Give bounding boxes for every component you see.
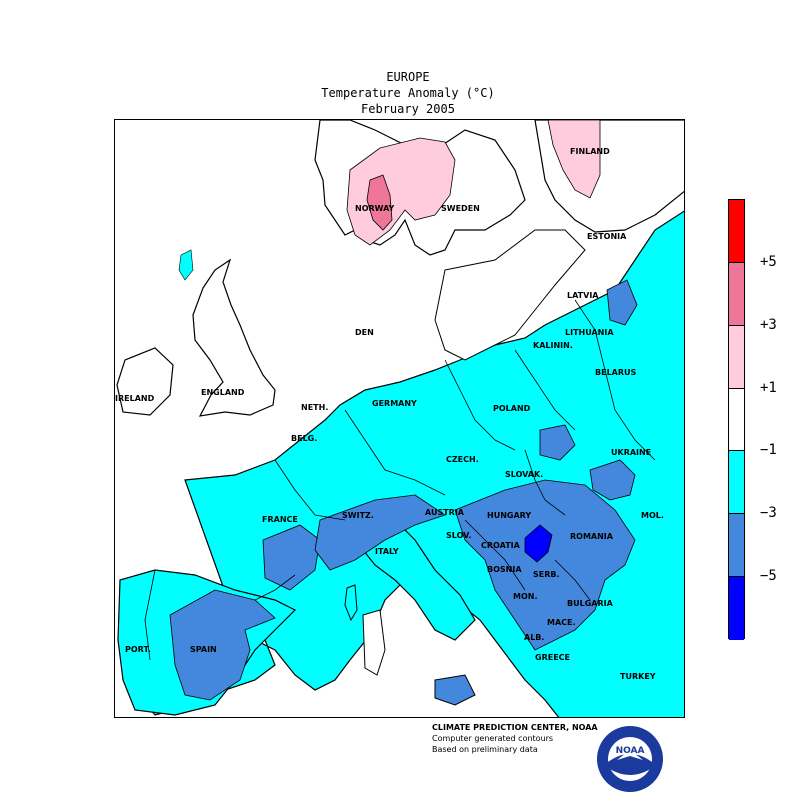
cold-anomaly-slovakia — [539, 424, 576, 461]
map-canvas: NORWAY SWEDEN FINLAND ESTONIA LATVIA LIT… — [115, 120, 684, 717]
noaa-logo-icon: NOAA — [597, 726, 663, 792]
cold-anomaly-italy — [314, 494, 446, 571]
land-sicily — [434, 674, 476, 706]
legend-swatch — [729, 514, 744, 578]
label-hungary: HUNGARY — [487, 511, 531, 520]
label-montenegro: MON. — [513, 592, 538, 601]
label-ukraine: UKRAINE — [611, 448, 651, 457]
cold-anomaly-latvia — [606, 279, 638, 326]
label-portugal: PORT. — [125, 645, 151, 654]
cold-anomaly-ukraine — [589, 459, 636, 501]
cold-anomaly-balkans — [454, 479, 636, 651]
sea-baltic — [434, 229, 586, 361]
legend-swatch — [729, 325, 744, 389]
legend-label: −3 — [760, 505, 777, 522]
map-period-title: February 2005 — [361, 102, 455, 116]
land-corsica — [344, 584, 358, 622]
label-austria: AUSTRIA — [425, 508, 465, 517]
label-belarus: BELARUS — [595, 368, 637, 377]
label-lithuania: LITHUANIA — [565, 328, 614, 337]
land-ireland — [116, 347, 174, 416]
label-slovenia: SLOV. — [446, 531, 471, 540]
warm-anomaly-norway-core — [366, 174, 393, 231]
warm-anomaly-finland — [547, 120, 601, 199]
legend-swatch — [729, 388, 744, 452]
label-serbia: SERB. — [533, 570, 560, 579]
label-norway: NORWAY — [355, 204, 395, 213]
label-croatia: CROATIA — [481, 541, 521, 550]
land-britain — [192, 258, 276, 417]
label-macedonia: MACE. — [547, 618, 576, 627]
label-denmark: DEN — [355, 328, 374, 337]
credit-note: Based on preliminary data — [432, 745, 538, 754]
label-france: FRANCE — [262, 515, 298, 524]
map-region-title: EUROPE — [386, 70, 430, 84]
label-sweden: SWEDEN — [441, 204, 480, 213]
legend-swatch — [729, 577, 744, 640]
legend-label: −1 — [760, 442, 777, 459]
label-italy: ITALY — [375, 547, 399, 556]
legend-label: +3 — [760, 316, 777, 333]
legend-label: +1 — [760, 379, 777, 396]
cold-anomaly-spain — [169, 589, 276, 701]
label-england: ENGLAND — [201, 388, 245, 397]
credit-source: CLIMATE PREDICTION CENTER, NOAA — [432, 723, 598, 732]
national-borders — [144, 299, 656, 661]
label-bosnia: BOSNIA — [487, 565, 522, 574]
label-kaliningrad: KALININ. — [533, 341, 573, 350]
label-romania: ROMANIA — [570, 532, 614, 541]
legend-swatch — [729, 200, 744, 263]
cold-patch-scotland — [178, 249, 194, 281]
label-estonia: ESTONIA — [587, 232, 627, 241]
land-sardinia — [362, 609, 386, 676]
label-turkey: TURKEY — [620, 672, 656, 681]
land-italy — [354, 519, 476, 641]
label-switzerland: SWITZ. — [342, 511, 374, 520]
label-poland: POLAND — [493, 404, 531, 413]
label-slovakia: SLOVAK. — [505, 470, 543, 479]
map-variable-title: Temperature Anomaly (°C) — [321, 86, 495, 100]
credit-method: Computer generated contours — [432, 734, 554, 743]
legend-swatch — [729, 262, 744, 326]
label-spain: SPAIN — [190, 645, 217, 654]
legend-swatch — [729, 451, 744, 515]
cold-anomaly-france — [262, 524, 321, 591]
label-bulgaria: BULGARIA — [567, 599, 614, 608]
legend-label: +5 — [760, 253, 777, 270]
label-germany: GERMANY — [372, 399, 417, 408]
noaa-logo-text: NOAA — [616, 746, 645, 756]
label-czech: CZECH. — [446, 455, 479, 464]
label-finland: FINLAND — [570, 147, 610, 156]
label-latvia: LATVIA — [567, 291, 599, 300]
label-netherlands: NETH. — [301, 403, 328, 412]
label-greece: GREECE — [535, 653, 570, 662]
legend-label: −5 — [760, 568, 777, 585]
cold-anomaly-core-serbia — [524, 524, 553, 563]
country-labels: NORWAY SWEDEN FINLAND ESTONIA LATVIA LIT… — [115, 147, 664, 681]
label-moldova: MOL. — [641, 511, 664, 520]
label-belgium: BELG. — [291, 434, 317, 443]
label-albania: ALB. — [524, 633, 544, 642]
label-ireland: IRELAND — [115, 394, 155, 403]
anomaly-map: NORWAY SWEDEN FINLAND ESTONIA LATVIA LIT… — [114, 119, 685, 718]
color-scale-bar — [728, 199, 745, 640]
